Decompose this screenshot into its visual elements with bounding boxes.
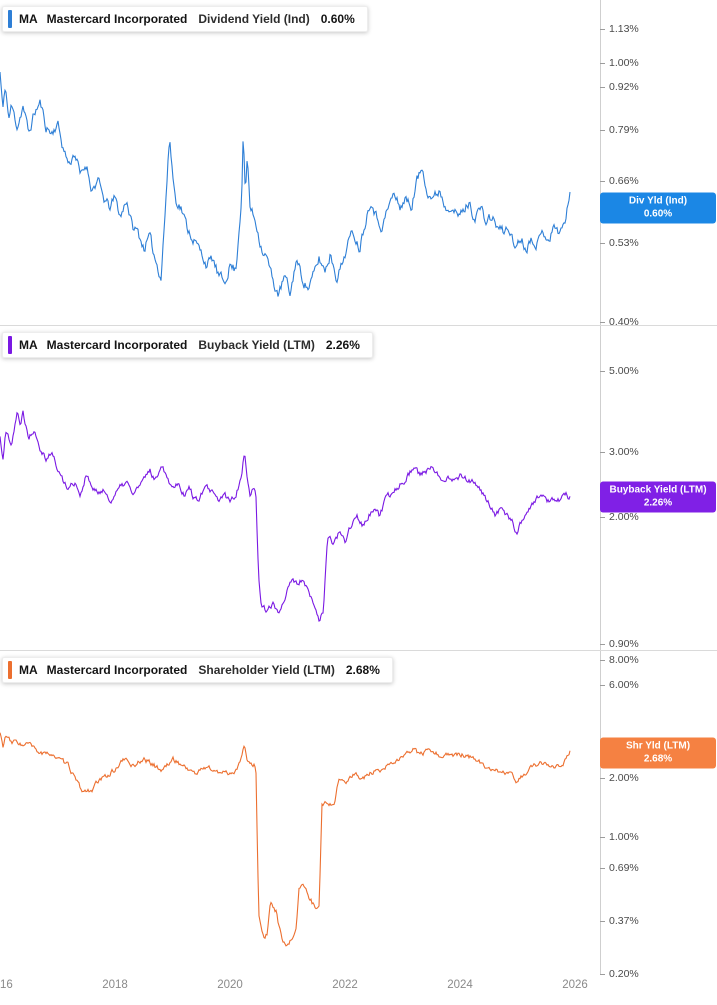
x-axis-label: 2022 (332, 979, 358, 991)
y-axis-tick (600, 921, 605, 922)
x-axis-label: 2024 (447, 979, 473, 991)
y-axis-tick (600, 660, 605, 661)
dividend-yield-chart-plot[interactable] (0, 0, 717, 325)
dividend-yield-ind--line (0, 71, 571, 297)
x-axis-label: 2026 (562, 979, 588, 991)
metric-value: 0.60% (320, 12, 355, 26)
panel-separator-1 (0, 325, 717, 326)
y-axis-tick (600, 87, 605, 88)
y-axis-tick-label: 2.00% (609, 511, 639, 523)
x-axis-label: 2020 (217, 979, 243, 991)
badge-value: 2.68% (643, 753, 673, 764)
y-axis-tick-label: 0.37% (609, 915, 639, 927)
y-axis-tick-label: 0.66% (609, 175, 639, 187)
metric-value: 2.26% (325, 338, 360, 352)
x-axis-label: 2018 (102, 979, 128, 991)
y-axis-tick (600, 974, 605, 975)
y-axis-tick-label: 0.53% (609, 237, 639, 249)
shareholder-yield-chart-plot[interactable] (0, 651, 717, 974)
y-axis-tick (600, 644, 605, 645)
company-name: Mastercard Incorporated (46, 338, 188, 352)
badge-label: Buyback Yield (LTM) (609, 484, 707, 496)
y-axis-tick-label: 0.92% (609, 81, 639, 93)
series-color-swatch (8, 10, 12, 28)
metric-value: 2.68% (345, 663, 380, 677)
y-axis-tick-label: 0.90% (609, 638, 639, 650)
x-axis-label: 16 (0, 979, 13, 991)
metric-name: Buyback Yield (LTM) (198, 338, 315, 352)
shareholder-yield-ltm--line (0, 732, 571, 947)
y-axis-tick-label: 0.40% (609, 316, 639, 328)
y-axis-tick-label: 3.00% (609, 446, 639, 458)
metric-name: Dividend Yield (Ind) (198, 12, 310, 26)
y-axis-tick-label: 1.00% (609, 831, 639, 843)
buyback-yield-chart-plot[interactable] (0, 326, 717, 650)
ticker-symbol: MA (19, 663, 38, 677)
panel-separator-2 (0, 650, 717, 651)
y-axis-tick (600, 243, 605, 244)
metric-name: Shareholder Yield (LTM) (198, 663, 335, 677)
last-value-badge-buyback-yield: Buyback Yield (LTM) 2.26% (600, 481, 716, 513)
y-axis-tick (600, 63, 605, 64)
y-axis-tick (600, 517, 605, 518)
y-axis-tick-label: 8.00% (609, 654, 639, 666)
ticker-symbol: MA (19, 12, 38, 26)
y-axis-tick-label: 6.00% (609, 679, 639, 691)
y-axis-tick-label: 0.79% (609, 124, 639, 136)
series-color-swatch (8, 661, 12, 679)
y-axis-tick (600, 837, 605, 838)
badge-label: Shr Yld (LTM) (625, 740, 691, 752)
last-value-badge-shareholder-yield: Shr Yld (LTM) 2.68% (600, 737, 716, 769)
y-axis-tick (600, 868, 605, 869)
badge-value: 0.60% (643, 208, 673, 219)
last-value-badge-dividend-yield: Div Yld (Ind) 0.60% (600, 192, 716, 224)
legend-shareholder-yield[interactable]: MA Mastercard Incorporated Shareholder Y… (2, 657, 393, 683)
y-axis-tick (600, 452, 605, 453)
y-axis-tick-label: 0.69% (609, 862, 639, 874)
y-axis-tick-label: 1.00% (609, 57, 639, 69)
y-axis-tick (600, 685, 605, 686)
badge-label: Div Yld (Ind) (628, 195, 688, 207)
badge-value: 2.26% (643, 497, 673, 508)
y-axis-tick-label: 5.00% (609, 365, 639, 377)
legend-buyback-yield[interactable]: MA Mastercard Incorporated Buyback Yield… (2, 332, 373, 358)
y-axis-tick (600, 181, 605, 182)
y-axis-tick-label: 1.13% (609, 23, 639, 35)
buyback-yield-ltm--line (0, 410, 571, 622)
y-axis-tick (600, 371, 605, 372)
y-axis-tick-label: 2.00% (609, 772, 639, 784)
ticker-symbol: MA (19, 338, 38, 352)
y-axis-tick (600, 778, 605, 779)
y-axis-tick (600, 322, 605, 323)
y-axis-tick-label: 0.20% (609, 968, 639, 980)
legend-dividend-yield[interactable]: MA Mastercard Incorporated Dividend Yiel… (2, 6, 368, 32)
company-name: Mastercard Incorporated (46, 663, 188, 677)
company-name: Mastercard Incorporated (46, 12, 188, 26)
y-axis-tick (600, 29, 605, 30)
series-color-swatch (8, 336, 12, 354)
y-axis-tick (600, 130, 605, 131)
